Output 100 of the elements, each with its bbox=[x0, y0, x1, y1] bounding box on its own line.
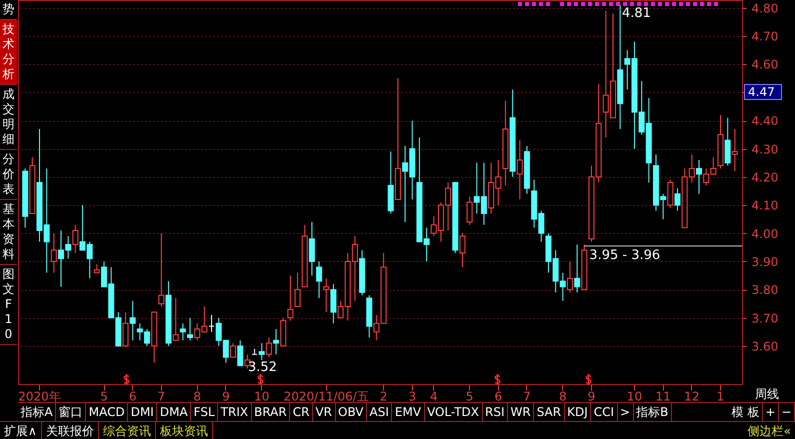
x-tick-label: 2020年 bbox=[18, 390, 61, 404]
y-tick-label: 4.80 bbox=[752, 1, 778, 16]
text: CR bbox=[290, 403, 313, 421]
candlestick bbox=[566, 260, 573, 293]
text: > bbox=[618, 403, 634, 421]
candlestick bbox=[574, 244, 580, 293]
x-tick-label: 7 bbox=[158, 390, 166, 404]
candlestick bbox=[122, 312, 129, 346]
text: 图文F10 bbox=[0, 265, 17, 345]
text: 模 板 bbox=[729, 403, 763, 421]
annotation: 4.81 bbox=[622, 6, 651, 21]
candlestick bbox=[130, 300, 136, 341]
x-tick-label: 11 bbox=[656, 390, 671, 404]
candlestick bbox=[316, 260, 322, 299]
text: TRIX bbox=[218, 403, 252, 421]
candlestick bbox=[732, 128, 738, 172]
text: OBV bbox=[336, 403, 368, 421]
text: WR bbox=[508, 403, 534, 421]
candlestick bbox=[330, 283, 336, 324]
y-tick-label: 4.20 bbox=[752, 170, 778, 184]
candlestick bbox=[466, 196, 473, 226]
y-tick-label: 4.00 bbox=[752, 226, 778, 241]
candlestick bbox=[208, 314, 215, 332]
text: ASI bbox=[367, 403, 392, 421]
x-tick-label: 10 bbox=[626, 390, 642, 404]
candlestick bbox=[158, 232, 164, 308]
y-tick-label: 3.90 bbox=[752, 254, 778, 269]
x-tick-label: 12 bbox=[684, 390, 700, 404]
candlestick bbox=[516, 140, 523, 200]
candlestick bbox=[266, 337, 272, 358]
candlestick bbox=[287, 275, 294, 322]
text: 板块资讯 bbox=[156, 422, 213, 439]
x-tick-label: 9 bbox=[588, 390, 596, 404]
text: DMI bbox=[128, 403, 158, 421]
text: RSI bbox=[482, 403, 508, 421]
x-tick-label: 3 bbox=[408, 390, 416, 404]
candlestick bbox=[237, 340, 244, 366]
text: CCI bbox=[591, 403, 618, 421]
text: KDJ bbox=[564, 403, 592, 421]
candlestick bbox=[50, 232, 57, 274]
text: 指标A bbox=[18, 403, 56, 421]
x-tick-label: 1 bbox=[716, 390, 724, 404]
candlestick bbox=[724, 117, 731, 166]
x-tick-label: 10 bbox=[254, 390, 270, 404]
y-tick-label: 4.30 bbox=[752, 142, 778, 156]
annotation: 3.52 bbox=[248, 360, 277, 375]
text: 4.47 bbox=[744, 84, 782, 100]
candlestick bbox=[696, 160, 702, 194]
x-tick-label: 2020/11/06/五 bbox=[284, 390, 369, 404]
text: DMA bbox=[157, 403, 192, 421]
text: 窗口 bbox=[56, 403, 86, 421]
candlestick bbox=[667, 179, 674, 208]
text: 势 bbox=[0, 0, 17, 20]
candlestick bbox=[180, 322, 186, 341]
text: 成交明细 bbox=[0, 85, 17, 150]
text: 指标B bbox=[634, 403, 672, 421]
text: 关联报价 bbox=[42, 422, 99, 439]
x-tick-label: 6 bbox=[128, 390, 137, 404]
x-tick-label: 4 bbox=[430, 390, 438, 404]
text: 扩展∧ bbox=[0, 422, 42, 439]
candlestick bbox=[230, 342, 236, 358]
ref-line-label: 3.95 - 3.96 bbox=[589, 248, 660, 263]
text: FSL bbox=[191, 403, 218, 421]
candlestick bbox=[258, 342, 265, 361]
x-tick-label: 7 bbox=[523, 390, 531, 404]
y-tick-label: 4.10 bbox=[752, 198, 778, 213]
text: VOL-TDX bbox=[424, 403, 482, 421]
text: SAR bbox=[534, 403, 565, 421]
text: 周线 bbox=[755, 386, 779, 403]
candlestick bbox=[187, 317, 194, 341]
candlestick bbox=[72, 224, 78, 254]
x-tick-label: 5 bbox=[100, 390, 108, 404]
candlestick bbox=[308, 222, 315, 276]
text: VR bbox=[312, 403, 336, 421]
text: − bbox=[778, 403, 795, 421]
y-tick-label: 3.70 bbox=[752, 311, 778, 326]
text: 侧边栏« bbox=[746, 423, 792, 439]
text: 基本资料 bbox=[0, 200, 17, 265]
candlestick bbox=[459, 232, 466, 268]
text: 分价表 bbox=[0, 150, 17, 200]
candlestick bbox=[674, 188, 680, 212]
candlestick bbox=[244, 354, 250, 370]
y-tick-label: 4.70 bbox=[752, 30, 778, 44]
text: BRAR bbox=[252, 403, 290, 421]
x-tick-label: 2 bbox=[380, 390, 388, 404]
x-tick-label: 5 bbox=[466, 390, 474, 404]
candlestick bbox=[294, 272, 301, 308]
text: 综合资讯 bbox=[98, 422, 156, 439]
candlestick bbox=[323, 278, 330, 313]
x-tick-label: 9 bbox=[222, 390, 230, 404]
text: EMV bbox=[392, 403, 425, 421]
x-tick-label: 6 bbox=[494, 390, 502, 404]
y-tick-label: 4.60 bbox=[752, 58, 778, 72]
x-tick-label: 8 bbox=[193, 390, 202, 404]
text: MACD bbox=[86, 403, 128, 421]
y-tick-label: 4.40 bbox=[752, 114, 778, 128]
y-tick-label: 3.80 bbox=[752, 283, 778, 298]
candlestick bbox=[273, 328, 280, 355]
x-tick-label: 8 bbox=[558, 390, 567, 404]
candlestick bbox=[172, 298, 179, 341]
